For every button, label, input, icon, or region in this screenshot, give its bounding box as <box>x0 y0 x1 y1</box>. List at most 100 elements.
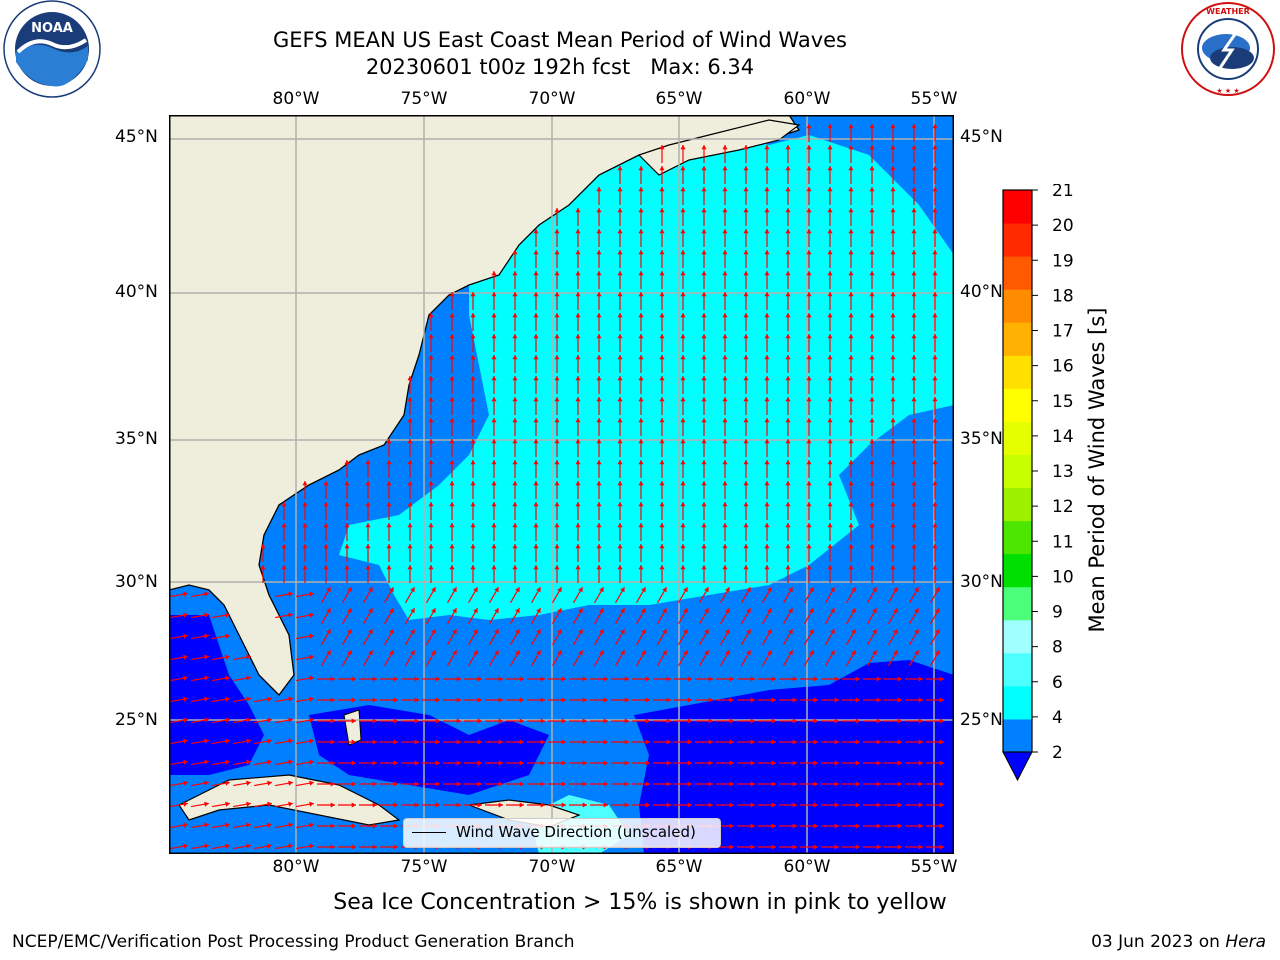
direction-arrow-head <box>806 355 812 360</box>
direction-arrow-head <box>393 802 398 808</box>
direction-arrow-head <box>351 802 356 808</box>
colorbar-tick-label: 12 <box>1052 497 1074 517</box>
colorbar-block <box>1003 421 1032 455</box>
direction-arrow-head <box>575 565 581 570</box>
direction-arrow-head <box>683 629 688 635</box>
direction-arrow-head <box>393 718 398 724</box>
direction-arrow-head <box>687 739 692 745</box>
direction-arrow-head <box>596 439 602 444</box>
direction-arrow-head <box>827 544 833 549</box>
direction-arrow-head <box>911 418 917 423</box>
colorbar-tick-label: 10 <box>1052 567 1074 587</box>
direction-arrow-head <box>785 418 791 423</box>
noaa-logo-icon: NOAA <box>3 0 101 98</box>
colorbar-block <box>1003 388 1032 422</box>
direction-arrow-head <box>617 439 623 444</box>
direction-arrow-head <box>596 376 602 381</box>
direction-arrow-head <box>701 460 707 465</box>
direction-arrow-head <box>330 676 335 682</box>
direction-arrow-head <box>617 502 623 507</box>
direction-arrow-head <box>750 844 755 850</box>
direction-arrow-head <box>785 523 791 528</box>
direction-arrow-head <box>246 759 251 765</box>
direction-arrow-head <box>890 355 896 360</box>
direction-arrow-head <box>309 717 314 723</box>
direction-arrow-head <box>491 355 497 360</box>
direction-arrow-head <box>722 418 728 423</box>
direction-arrow-head <box>722 145 728 150</box>
direction-arrow-head <box>680 502 686 507</box>
direction-arrow-head <box>771 739 776 745</box>
direction-arrow-head <box>617 397 623 402</box>
direction-arrow-head <box>477 718 482 724</box>
direction-arrow-head <box>918 823 923 829</box>
direction-arrow-head <box>596 418 602 423</box>
direction-arrow-head <box>512 418 518 423</box>
direction-arrow-head <box>743 166 749 171</box>
direction-arrow-head <box>771 802 776 808</box>
direction-arrow-head <box>914 629 919 635</box>
colorbar-block <box>1003 619 1032 654</box>
direction-arrow-head <box>183 801 188 807</box>
direction-arrow-head <box>806 565 812 570</box>
direction-arrow-head <box>932 124 938 129</box>
direction-arrow-head <box>512 271 518 276</box>
direction-arrow-head <box>470 376 476 381</box>
direction-arrow-head <box>512 292 518 297</box>
lon-label-bottom: 75°W <box>400 857 448 877</box>
direction-arrow-head <box>893 650 898 656</box>
direction-arrow-head <box>827 334 833 339</box>
direction-arrow-head <box>848 355 854 360</box>
direction-arrow-head <box>645 802 650 808</box>
direction-arrow-head <box>372 760 377 766</box>
direction-arrow-head <box>890 250 896 255</box>
direction-arrow-head <box>512 523 518 528</box>
direction-arrow-head <box>708 676 713 682</box>
direction-arrow-head <box>435 781 440 787</box>
footer-machine: Hera <box>1225 932 1266 952</box>
direction-arrow-head <box>764 523 770 528</box>
direction-arrow-head <box>428 544 434 549</box>
direction-arrow-head <box>351 823 356 829</box>
direction-arrow-head <box>890 565 896 570</box>
direction-arrow-head <box>680 208 686 213</box>
direction-arrow-head <box>848 292 854 297</box>
direction-arrow-head <box>617 229 623 234</box>
direction-arrow-head <box>806 145 812 150</box>
direction-arrow-head <box>806 124 812 129</box>
direction-arrow-head <box>701 271 707 276</box>
direction-arrow-head <box>743 523 749 528</box>
direction-arrow-head <box>512 460 518 465</box>
direction-arrow-head <box>183 822 188 828</box>
direction-arrow-head <box>743 460 749 465</box>
direction-arrow-head <box>302 481 308 486</box>
colorbar-block <box>1003 289 1032 323</box>
direction-arrow-head <box>638 481 644 486</box>
direction-arrow-head <box>386 481 392 486</box>
direction-arrow-head <box>410 608 415 614</box>
direction-arrow-head <box>372 739 377 745</box>
svg-text:WEATHER: WEATHER <box>1206 7 1250 16</box>
direction-arrow-head <box>365 481 371 486</box>
direction-arrow-head <box>204 591 209 597</box>
direction-arrow-head <box>722 397 728 402</box>
direction-arrow-head <box>792 823 797 829</box>
direction-arrow-head <box>729 844 734 850</box>
colorbar-block <box>1003 190 1032 224</box>
direction-arrow-head <box>638 292 644 297</box>
direction-arrow-head <box>939 781 944 787</box>
direction-arrow-head <box>449 439 455 444</box>
direction-arrow-head <box>309 759 314 765</box>
direction-arrow-head <box>848 250 854 255</box>
direction-arrow-head <box>326 629 331 635</box>
direction-arrow-head <box>659 250 665 255</box>
direction-arrow-head <box>554 481 560 486</box>
direction-arrow-head <box>575 481 581 486</box>
direction-arrow-head <box>827 439 833 444</box>
direction-arrow-head <box>918 802 923 808</box>
direction-arrow-head <box>809 608 814 614</box>
direction-arrow-head <box>470 481 476 486</box>
direction-arrow-head <box>680 187 686 192</box>
direction-arrow-head <box>890 292 896 297</box>
direction-arrow-head <box>498 781 503 787</box>
